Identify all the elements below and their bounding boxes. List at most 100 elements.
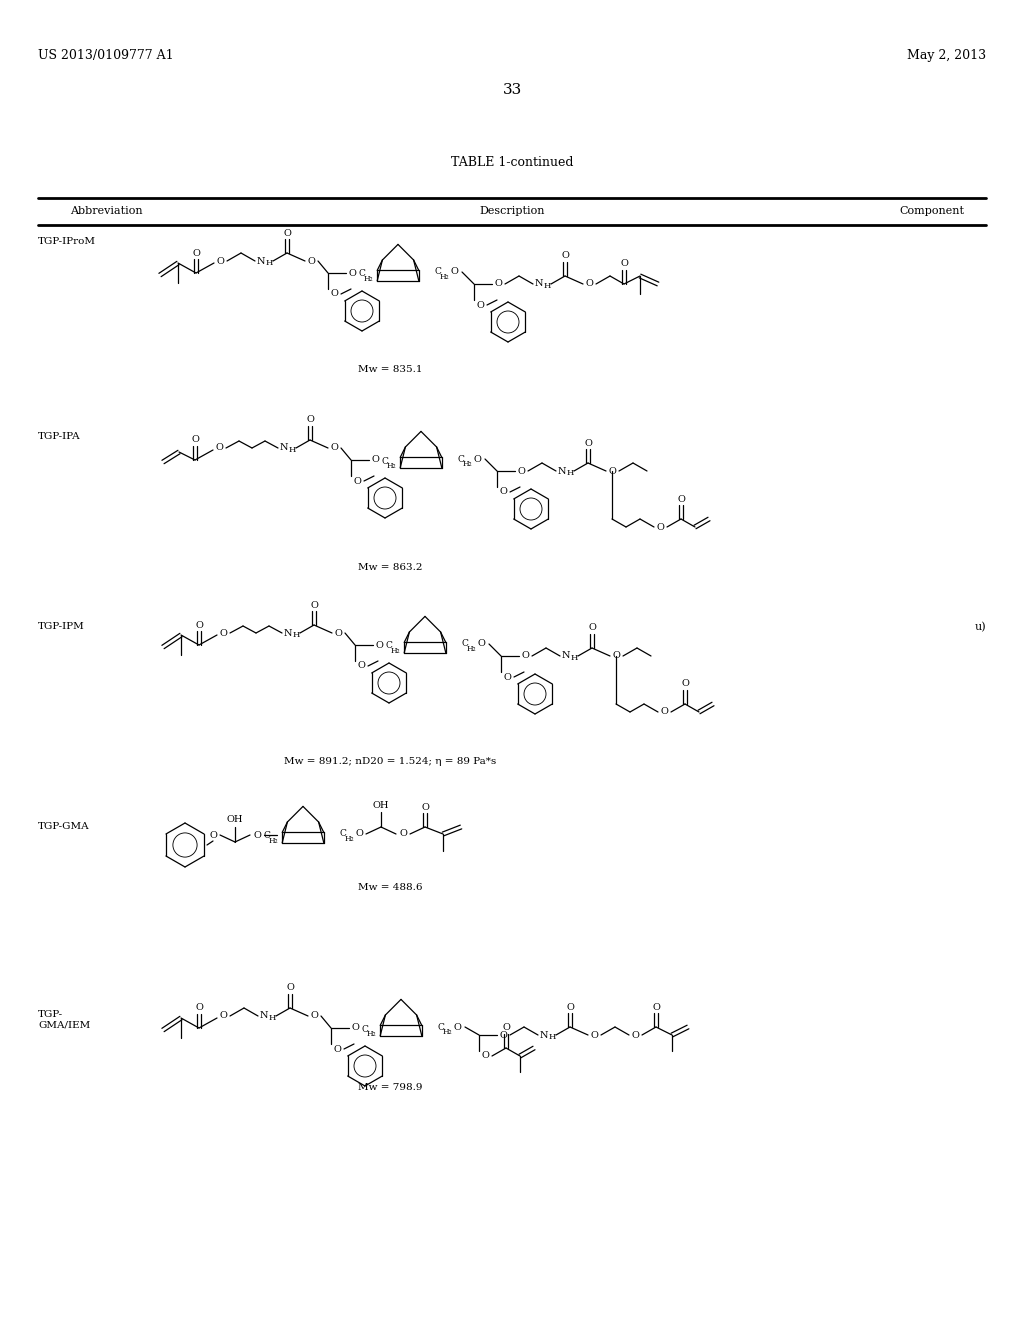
- Text: O: O: [451, 268, 458, 276]
- Text: Mw = 835.1: Mw = 835.1: [357, 366, 422, 375]
- Text: H: H: [289, 446, 296, 454]
- Text: O: O: [499, 487, 507, 496]
- Text: C: C: [340, 829, 346, 838]
- Text: TGP-IPA: TGP-IPA: [38, 432, 81, 441]
- Text: O: O: [631, 1031, 639, 1040]
- Text: O: O: [195, 1003, 203, 1012]
- Text: O: O: [307, 256, 315, 265]
- Text: H: H: [548, 1034, 556, 1041]
- Text: O: O: [494, 280, 502, 289]
- Text: O: O: [652, 1002, 659, 1011]
- Text: O: O: [330, 444, 338, 453]
- Text: O: O: [353, 477, 360, 486]
- Text: O: O: [219, 628, 227, 638]
- Text: O: O: [399, 829, 407, 838]
- Text: u): u): [975, 622, 986, 632]
- Text: 33: 33: [503, 83, 521, 96]
- Text: N: N: [562, 652, 570, 660]
- Text: May 2, 2013: May 2, 2013: [907, 49, 986, 62]
- Text: TGP-GMA: TGP-GMA: [38, 822, 90, 832]
- Text: TGP-
GMA/IEM: TGP- GMA/IEM: [38, 1010, 90, 1030]
- Text: O: O: [209, 830, 217, 840]
- Text: H₂: H₂: [367, 1030, 376, 1038]
- Text: H: H: [265, 259, 272, 267]
- Text: O: O: [608, 466, 616, 475]
- Text: C: C: [458, 454, 465, 463]
- Text: O: O: [310, 1011, 317, 1020]
- Text: O: O: [357, 661, 365, 671]
- Text: H: H: [268, 1014, 275, 1022]
- Text: O: O: [351, 1023, 359, 1032]
- Text: O: O: [306, 416, 314, 425]
- Text: H: H: [292, 631, 300, 639]
- Text: O: O: [375, 640, 383, 649]
- Text: N: N: [280, 444, 288, 453]
- Text: H₂: H₂: [439, 273, 449, 281]
- Text: H₂: H₂: [442, 1028, 452, 1036]
- Text: O: O: [588, 623, 596, 632]
- Text: O: O: [453, 1023, 461, 1031]
- Text: Mw = 863.2: Mw = 863.2: [357, 564, 422, 573]
- Text: TGP-IPM: TGP-IPM: [38, 622, 85, 631]
- Text: O: O: [216, 256, 224, 265]
- Text: O: O: [590, 1031, 598, 1040]
- Text: O: O: [330, 289, 338, 298]
- Text: O: O: [310, 601, 317, 610]
- Text: O: O: [334, 628, 342, 638]
- Text: H: H: [570, 653, 578, 663]
- Text: O: O: [561, 252, 569, 260]
- Text: O: O: [215, 444, 223, 453]
- Text: US 2013/0109777 A1: US 2013/0109777 A1: [38, 49, 174, 62]
- Text: H₂: H₂: [462, 459, 472, 469]
- Text: N: N: [535, 280, 544, 289]
- Text: O: O: [585, 280, 593, 289]
- Text: O: O: [371, 455, 379, 465]
- Text: O: O: [499, 1031, 507, 1040]
- Text: O: O: [477, 639, 485, 648]
- Text: O: O: [656, 523, 664, 532]
- Text: O: O: [681, 680, 689, 689]
- Text: O: O: [333, 1044, 341, 1053]
- Text: O: O: [473, 454, 481, 463]
- Text: N: N: [284, 628, 292, 638]
- Text: H₂: H₂: [466, 645, 476, 653]
- Text: O: O: [355, 829, 362, 838]
- Text: O: O: [584, 438, 592, 447]
- Text: H₂: H₂: [344, 836, 354, 843]
- Text: O: O: [193, 248, 200, 257]
- Text: Mw = 488.6: Mw = 488.6: [357, 883, 422, 892]
- Text: Mw = 798.9: Mw = 798.9: [357, 1084, 422, 1093]
- Text: O: O: [253, 830, 261, 840]
- Text: H₂: H₂: [364, 275, 373, 282]
- Text: O: O: [421, 803, 429, 812]
- Text: O: O: [660, 708, 668, 717]
- Text: C: C: [462, 639, 468, 648]
- Text: O: O: [283, 228, 291, 238]
- Text: O: O: [191, 436, 199, 445]
- Text: TGP-IProM: TGP-IProM: [38, 238, 96, 246]
- Text: O: O: [612, 652, 620, 660]
- Text: O: O: [195, 620, 203, 630]
- Text: O: O: [481, 1052, 488, 1060]
- Text: O: O: [286, 983, 294, 993]
- Text: O: O: [219, 1011, 227, 1020]
- Text: TABLE 1-continued: TABLE 1-continued: [451, 157, 573, 169]
- Text: O: O: [476, 301, 484, 309]
- Text: O: O: [521, 652, 529, 660]
- Text: O: O: [502, 1023, 510, 1032]
- Text: C: C: [361, 1024, 369, 1034]
- Text: O: O: [503, 672, 511, 681]
- Text: H₂: H₂: [390, 647, 399, 655]
- Text: N: N: [540, 1031, 548, 1040]
- Text: N: N: [260, 1011, 268, 1020]
- Text: H₂: H₂: [386, 462, 396, 470]
- Text: C: C: [386, 642, 392, 651]
- Text: H: H: [566, 469, 573, 477]
- Text: O: O: [677, 495, 685, 503]
- Text: Component: Component: [899, 206, 964, 216]
- Text: H₂: H₂: [268, 837, 278, 845]
- Text: O: O: [566, 1002, 573, 1011]
- Text: O: O: [348, 268, 356, 277]
- Text: C: C: [437, 1023, 444, 1031]
- Text: N: N: [558, 466, 566, 475]
